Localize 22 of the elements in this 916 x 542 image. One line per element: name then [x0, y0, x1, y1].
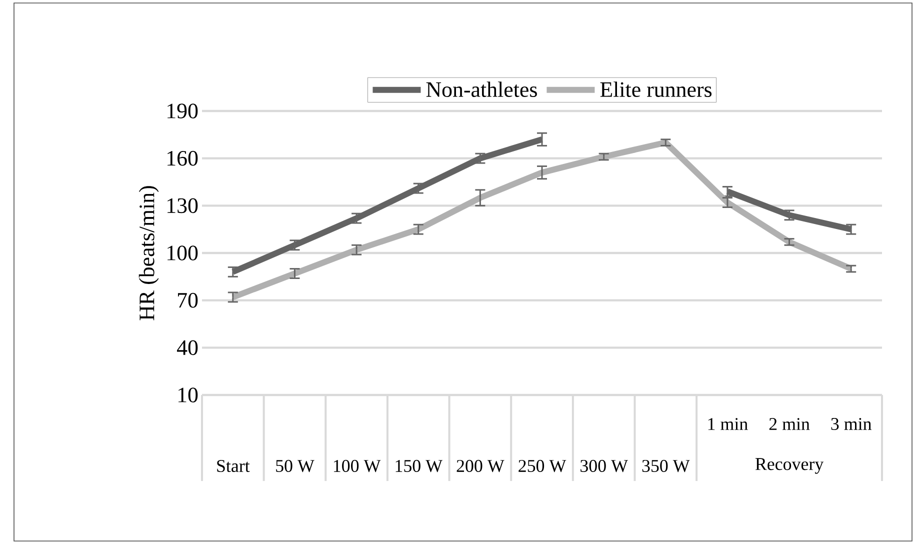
x-tick-label: 150 W	[396, 460, 442, 472]
legend-label: Elite runners	[600, 82, 712, 98]
x-tick-label: 200 W	[456, 460, 504, 472]
x-tick-label: 350 W	[642, 460, 690, 472]
y-tick-label: 10	[178, 388, 198, 402]
y-tick-label: 70	[178, 292, 198, 308]
x-tick-label: Start	[217, 460, 250, 472]
x-tick-label: 300 W	[580, 460, 628, 472]
x-tick-label: 1 min	[708, 418, 748, 430]
x-tick-label: 3 min	[831, 418, 872, 430]
x-tick-label: 2 min	[769, 418, 810, 430]
x-tick-label: 50 W	[276, 460, 314, 472]
x-tick-label: 100 W	[334, 460, 381, 472]
y-tick-label: 40	[176, 340, 198, 356]
y-tick-label: 130	[168, 198, 198, 214]
y-axis-title: HR (beats/min)	[138, 186, 159, 320]
legend-label: Non-athletes	[426, 82, 537, 98]
y-tick-label: 100	[168, 246, 198, 260]
x-tick-label: 250 W	[518, 460, 566, 472]
text: Recovery	[755, 458, 824, 474]
y-tick-label: 190	[168, 104, 198, 118]
y-tick-label: 160	[168, 150, 198, 166]
